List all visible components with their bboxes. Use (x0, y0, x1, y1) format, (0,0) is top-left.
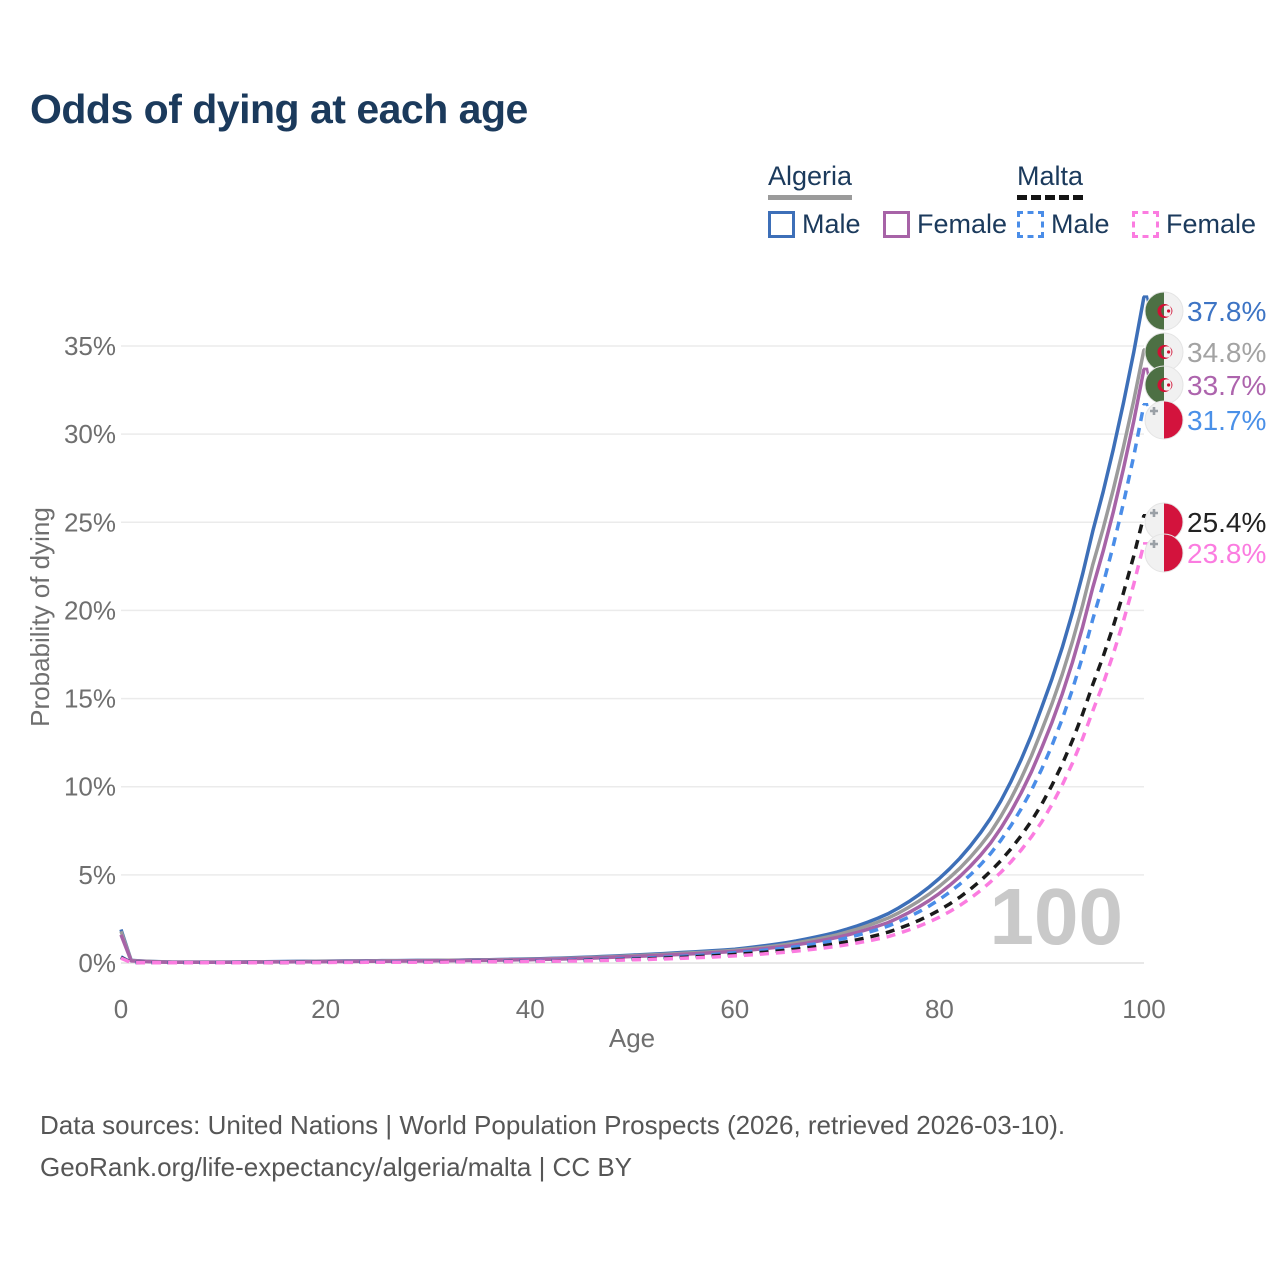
age-watermark: 100 (990, 872, 1123, 961)
flag-algeria-icon (1144, 291, 1184, 331)
x-tick-label: 40 (516, 994, 545, 1024)
flag-algeria-icon (1144, 365, 1184, 405)
series-lines (119, 296, 1146, 965)
legend-item-malta-female[interactable]: Female (1131, 209, 1257, 240)
chart-legend: Algeria Male Female Malta Male (0, 161, 1280, 241)
y-tick-label: 25% (64, 507, 116, 537)
series-line-algeria-male[interactable] (119, 296, 1146, 964)
flag-algeria-icon (1144, 332, 1184, 372)
end-label-malta-female: 23.8% (1187, 538, 1266, 569)
x-tick-label: 0 (114, 994, 128, 1024)
legend-country-algeria[interactable]: Algeria (768, 161, 853, 200)
legend-swatch-algeria-female (882, 211, 910, 238)
y-tick-label: 5% (78, 860, 116, 890)
end-label-malta-both-sexes: 25.4% (1187, 507, 1266, 538)
legend-swatch-malta-male (1017, 211, 1044, 238)
legend-item-algeria-female[interactable]: Female (882, 209, 1008, 240)
x-axis-ticks: 0 20 40 60 80 100 (114, 994, 1166, 1024)
series-line-algeria-both-sexes[interactable] (119, 349, 1146, 964)
series-line-algeria-female[interactable] (119, 368, 1146, 965)
legend-swatch-algeria-male (768, 211, 795, 238)
flag-icons (1144, 291, 1184, 573)
legend-item-malta-male[interactable]: Male (1017, 209, 1110, 240)
y-tick-label: 0% (78, 948, 116, 978)
y-axis-ticks: 0% 5% 10% 15% 20% 25% 30% 35% (64, 331, 116, 978)
legend-country-malta[interactable]: Malta (1017, 161, 1084, 200)
flag-malta-icon (1144, 533, 1184, 573)
end-value-labels: 37.8% 34.8%33.7% 31.7% 25.4%23.8% (1187, 296, 1266, 569)
end-label-algeria-male: 37.8% (1187, 296, 1266, 327)
y-tick-label: 15% (64, 684, 116, 714)
gridlines (121, 345, 1144, 964)
y-tick-label: 35% (64, 331, 116, 361)
source-attribution: Data sources: United Nations | World Pop… (40, 1104, 1065, 1188)
data-sources-line: Data sources: United Nations | World Pop… (40, 1110, 1066, 1140)
x-tick-label: 20 (311, 994, 340, 1024)
legend-item-algeria-male[interactable]: Male (768, 209, 861, 240)
x-axis-title: Age (609, 1023, 655, 1053)
page-title: Odds of dying at each age (30, 86, 528, 132)
georank-url-line: GeoRank.org/life-expectancy/algeria/malt… (40, 1152, 633, 1182)
flag-malta-icon (1144, 400, 1184, 440)
legend-swatch-malta-female (1131, 211, 1159, 238)
y-tick-label: 10% (64, 772, 116, 802)
legend-group-algeria: Algeria Male Female (768, 161, 1025, 243)
x-tick-label: 80 (925, 994, 954, 1024)
end-label-malta-male: 31.7% (1187, 405, 1266, 436)
legend-label-malta-female: Female (1165, 209, 1257, 239)
legend-label-algeria-male: Male (802, 209, 861, 239)
x-tick-label: 100 (1122, 994, 1165, 1024)
y-tick-label: 20% (64, 595, 116, 625)
legend-group-malta: Malta Male Female (1017, 161, 1274, 243)
y-tick-label: 30% (64, 419, 116, 449)
end-label-algeria-female: 33.7% (1187, 370, 1266, 401)
series-line-malta-female[interactable] (120, 542, 1146, 965)
legend-label-malta-male: Male (1051, 209, 1110, 239)
end-label-algeria-both-sexes: 34.8% (1187, 337, 1266, 368)
y-axis-title: Probability of dying (25, 507, 55, 727)
legend-label-algeria-female: Female (916, 209, 1008, 239)
x-tick-label: 60 (720, 994, 749, 1024)
